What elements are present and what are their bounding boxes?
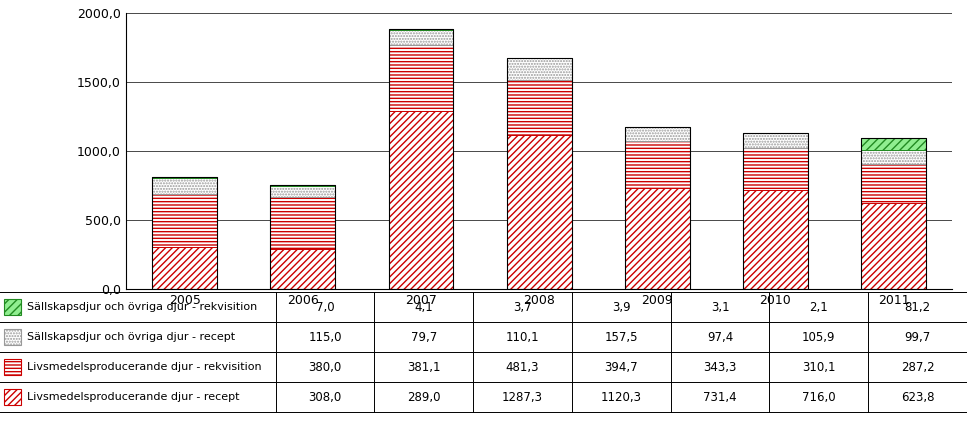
Bar	[743, 191, 807, 289]
Bar	[625, 127, 689, 289]
Text: 731,4: 731,4	[703, 391, 737, 403]
FancyBboxPatch shape	[4, 389, 21, 405]
Bar	[152, 178, 218, 194]
Bar	[507, 135, 571, 289]
Text: 308,0: 308,0	[308, 391, 341, 403]
Bar	[271, 185, 336, 289]
Bar	[625, 127, 689, 141]
Text: 287,2: 287,2	[901, 361, 934, 374]
Text: 110,1: 110,1	[506, 331, 540, 344]
Text: 3,9: 3,9	[612, 301, 630, 314]
Bar	[152, 194, 218, 247]
Text: 394,7: 394,7	[604, 361, 638, 374]
Text: 3,1: 3,1	[711, 301, 729, 314]
Bar	[507, 58, 571, 289]
Text: Livsmedelsproducerande djur - recept: Livsmedelsproducerande djur - recept	[27, 392, 240, 402]
Text: 97,4: 97,4	[707, 331, 733, 344]
Bar	[507, 80, 571, 135]
Text: Sällskapsdjur och övriga djur - recept: Sällskapsdjur och övriga djur - recept	[27, 332, 235, 342]
FancyBboxPatch shape	[4, 299, 21, 315]
Bar	[861, 203, 926, 289]
Bar	[389, 30, 454, 45]
Bar	[743, 148, 807, 191]
Bar	[861, 150, 926, 163]
Bar	[271, 197, 336, 250]
Bar	[743, 133, 807, 148]
Bar	[389, 45, 454, 111]
Bar	[389, 29, 454, 289]
Bar	[861, 163, 926, 203]
Text: 105,9: 105,9	[802, 331, 835, 344]
Text: 1120,3: 1120,3	[601, 391, 642, 403]
Text: 81,2: 81,2	[904, 301, 930, 314]
Bar	[861, 139, 926, 150]
Text: 716,0: 716,0	[802, 391, 835, 403]
Text: 381,1: 381,1	[407, 361, 441, 374]
Text: 79,7: 79,7	[411, 331, 437, 344]
Text: 4,1: 4,1	[415, 301, 433, 314]
FancyBboxPatch shape	[4, 359, 21, 375]
Bar	[271, 185, 336, 186]
FancyBboxPatch shape	[4, 330, 21, 345]
Bar	[743, 133, 807, 289]
Bar	[625, 188, 689, 289]
Bar	[861, 139, 926, 289]
Text: 1287,3: 1287,3	[502, 391, 543, 403]
Text: 481,3: 481,3	[506, 361, 540, 374]
Text: Sällskapsdjur och övriga djur - rekvisition: Sällskapsdjur och övriga djur - rekvisit…	[27, 302, 257, 312]
Bar	[389, 29, 454, 30]
Text: 343,3: 343,3	[703, 361, 737, 374]
Text: 623,8: 623,8	[901, 391, 934, 403]
Text: 3,7: 3,7	[513, 301, 532, 314]
Bar	[271, 250, 336, 289]
Bar	[271, 186, 336, 197]
Text: 289,0: 289,0	[407, 391, 441, 403]
Bar	[625, 141, 689, 188]
Bar	[507, 58, 571, 80]
Text: Livsmedelsproducerande djur - rekvisition: Livsmedelsproducerande djur - rekvisitio…	[27, 362, 262, 372]
Text: 115,0: 115,0	[308, 331, 341, 344]
Text: 7,0: 7,0	[315, 301, 335, 314]
Text: 157,5: 157,5	[604, 331, 638, 344]
Text: 99,7: 99,7	[904, 331, 931, 344]
Text: 310,1: 310,1	[802, 361, 835, 374]
Bar	[152, 247, 218, 289]
Text: 380,0: 380,0	[308, 361, 341, 374]
Text: 2,1: 2,1	[809, 301, 828, 314]
Bar	[152, 178, 218, 289]
Bar	[389, 111, 454, 289]
